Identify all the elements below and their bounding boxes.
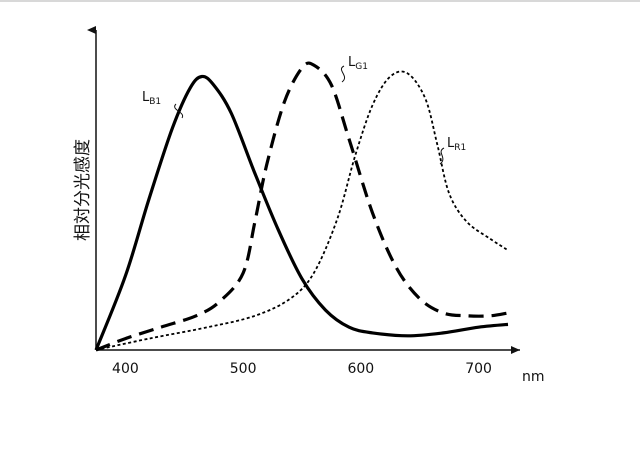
series-label-lb1: LB1 — [142, 90, 161, 107]
series-label-lr1: LR1 — [447, 136, 466, 153]
x-tick-label-700: 700 — [465, 361, 492, 377]
axes — [96, 30, 520, 350]
x-axis-label: nm — [522, 369, 545, 385]
x-tick-label-500: 500 — [230, 361, 257, 377]
x-tick-label-600: 600 — [347, 361, 374, 377]
series-line-lr1 — [96, 71, 508, 350]
x-tick-labels: 400 500 600 700 — [112, 361, 492, 377]
series-label-lg1: LG1 — [348, 55, 368, 72]
series-labels: LB1 LG1 LR1 — [142, 55, 466, 164]
leader-line-lg1 — [341, 66, 344, 82]
y-axis-label: 相対分光感度 — [73, 139, 93, 241]
series-line-lb1 — [96, 76, 508, 350]
x-tick-label-400: 400 — [112, 361, 139, 377]
leader-line-lr1 — [440, 148, 444, 164]
